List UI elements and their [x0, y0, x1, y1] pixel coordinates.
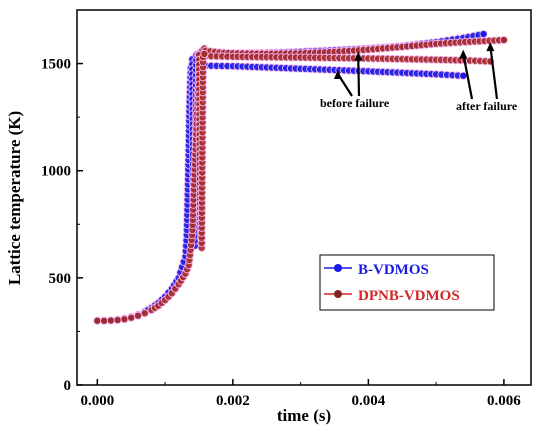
y-tick-label: 500	[49, 271, 72, 287]
annotation-arrow	[489, 46, 499, 100]
data-point	[93, 316, 102, 325]
x-tick-label: 0.002	[216, 393, 250, 409]
legend-box	[319, 254, 495, 311]
x-tick-label: 0.000	[80, 393, 114, 409]
y-tick-label: 1000	[41, 164, 71, 180]
legend-label-b-vdmos: B-VDMOS	[358, 262, 429, 278]
annotation-before-failure: before failure	[320, 96, 390, 110]
y-axis-title: Lattice temperature (K)	[5, 111, 24, 285]
annotation-arrow	[357, 55, 361, 97]
x-axis-title: time (s)	[277, 406, 331, 425]
x-tick-label: 0.006	[487, 393, 521, 409]
data-point	[200, 49, 209, 58]
legend-label-dpnb-vdmos: DPNB-VDMOS	[358, 288, 460, 304]
y-tick-label: 0	[64, 378, 72, 394]
annotation-arrowhead	[333, 70, 342, 79]
data-point	[479, 29, 488, 39]
annotation-arrowhead	[354, 51, 363, 61]
x-tick-label: 0.004	[351, 393, 385, 409]
data-point	[100, 316, 109, 325]
legend-marker-b-vdmos	[334, 264, 342, 272]
annotation-arrowhead	[486, 42, 495, 52]
legend: B-VDMOS DPNB-VDMOS	[319, 254, 495, 311]
data-point	[499, 35, 508, 45]
series-layer	[93, 29, 508, 325]
axis-layer: 0.000 0.002 0.004 0.006 0 500 1000 1500	[41, 57, 521, 409]
data-point	[140, 309, 149, 318]
annotation-after-failure: after failure	[456, 99, 518, 113]
annotation-layer	[333, 42, 499, 100]
data-point	[106, 316, 115, 325]
data-point	[133, 311, 143, 320]
data-point	[120, 315, 129, 324]
legend-marker-dpnb-vdmos	[334, 290, 342, 298]
data-point	[127, 313, 136, 322]
annotation-arrowhead	[459, 49, 468, 59]
y-tick-label: 1500	[41, 57, 71, 73]
data-point	[113, 316, 122, 325]
annotation-arrow	[462, 53, 474, 100]
data-point	[459, 71, 468, 80]
plot-frame	[76, 9, 532, 386]
